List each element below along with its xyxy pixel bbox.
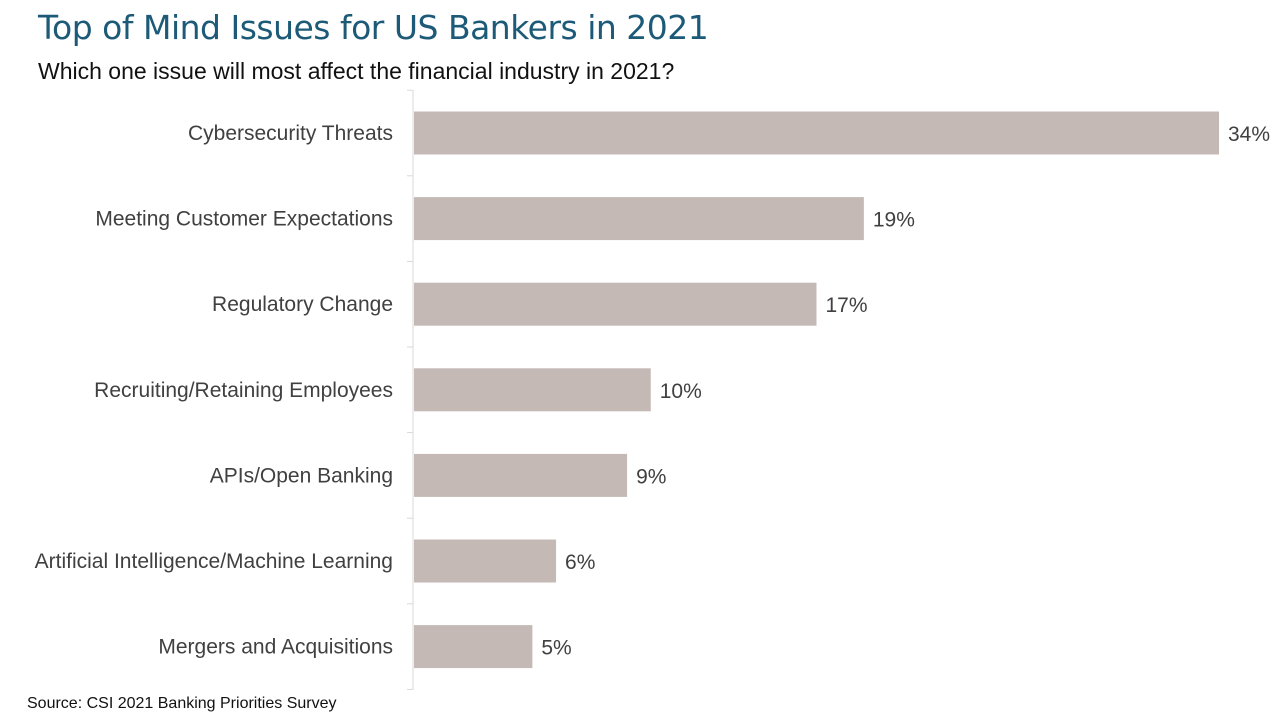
category-label: Cybersecurity Threats — [188, 122, 393, 145]
category-label: Mergers and Acquisitions — [158, 636, 393, 659]
data-label: 17% — [826, 294, 868, 317]
category-label: Regulatory Change — [212, 293, 393, 316]
bar — [414, 111, 1219, 155]
chart-title: Top of Mind Issues for US Bankers in 202… — [38, 8, 709, 47]
data-label: 9% — [636, 465, 666, 488]
bar — [414, 197, 864, 241]
category-label: Recruiting/Retaining Employees — [94, 379, 393, 402]
category-label: Artificial Intelligence/Machine Learning — [35, 550, 393, 573]
data-label: 5% — [541, 637, 571, 660]
category-label: APIs/Open Banking — [210, 464, 393, 487]
data-label: 6% — [565, 551, 595, 574]
data-label: 10% — [660, 380, 702, 403]
data-label: 19% — [873, 209, 915, 232]
bar — [414, 453, 628, 497]
category-label: Meeting Customer Expectations — [95, 208, 393, 231]
bar — [414, 539, 557, 583]
bar — [414, 282, 817, 326]
bar — [414, 625, 533, 669]
chart-subtitle: Which one issue will most affect the fin… — [38, 58, 675, 84]
source-note: Source: CSI 2021 Banking Priorities Surv… — [27, 695, 337, 712]
data-label: 34% — [1228, 123, 1270, 146]
bar — [414, 368, 651, 412]
